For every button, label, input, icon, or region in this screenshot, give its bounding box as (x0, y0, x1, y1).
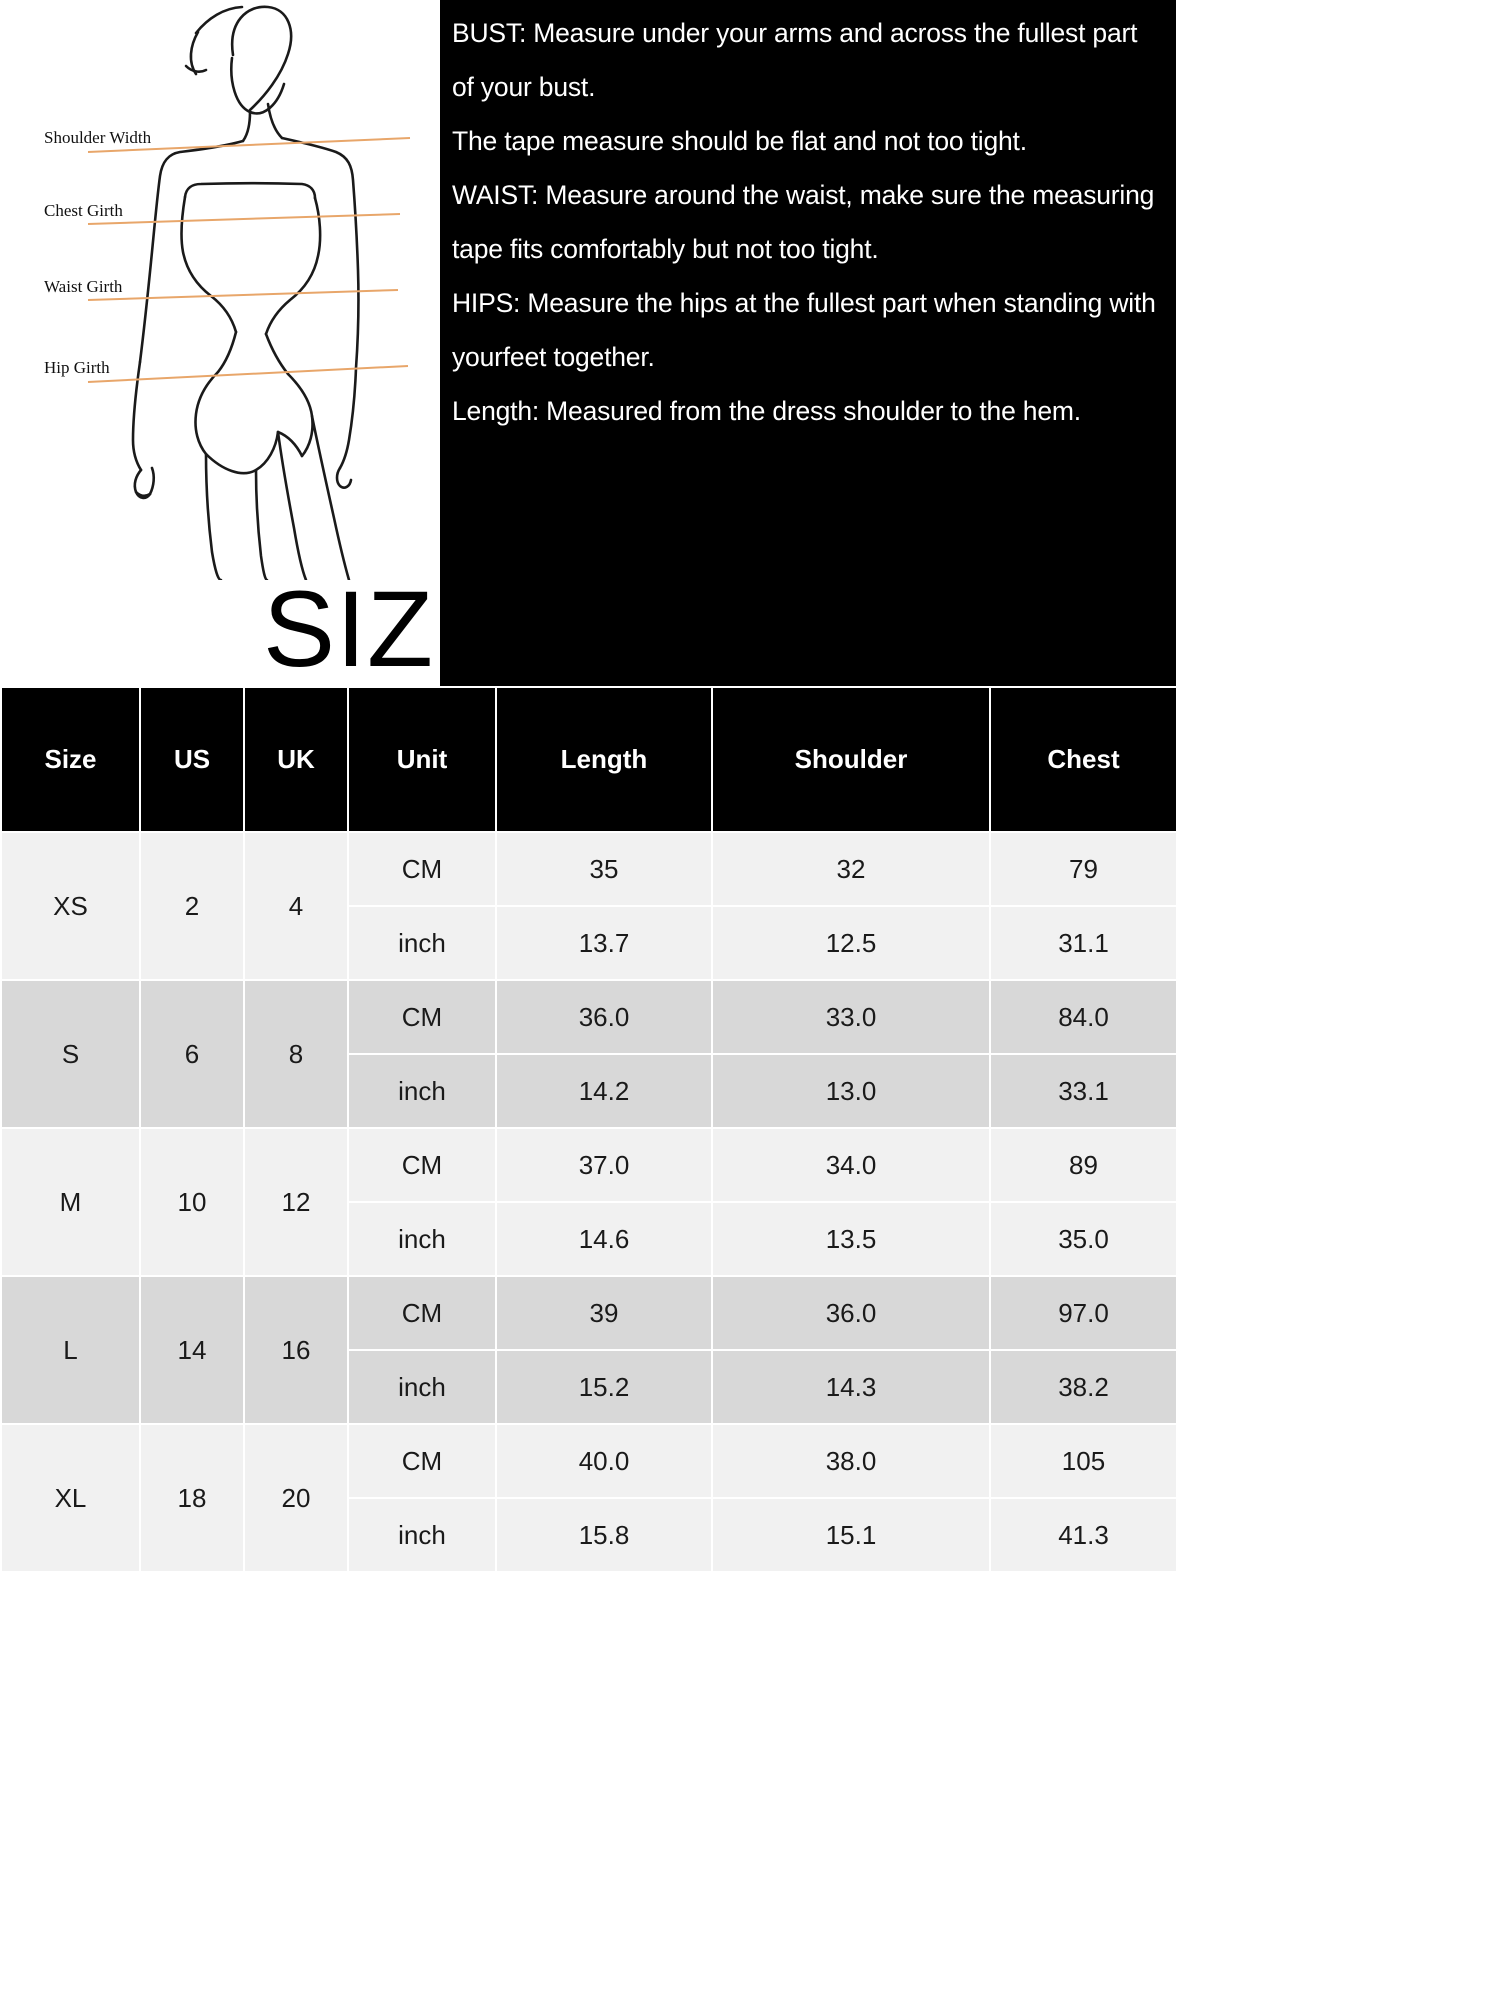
table-row: inch 15.8 15.1 41.3 (1, 1497, 1178, 1573)
uk-cell: 16 (243, 1275, 349, 1425)
table-row: M 10 12 CM 37.0 34.0 89 (0, 1127, 1178, 1277)
length-cell: 40.0 (495, 1423, 713, 1499)
shoulder-cell: 14.3 (711, 1349, 991, 1425)
instruction-waist: WAIST: Measure around the waist, make su… (452, 180, 1155, 264)
table-row: inch 15.2 14.3 38.2 (1, 1349, 1178, 1425)
chest-girth-line (87, 213, 401, 225)
col-header-uk: UK (243, 686, 349, 833)
length-cell: 15.8 (495, 1497, 713, 1573)
unit-cell: inch (347, 1201, 497, 1277)
label-shoulder-width: Shoulder Width (44, 128, 152, 147)
waist-girth-line (87, 289, 399, 301)
chest-cell: 33.1 (989, 1053, 1178, 1129)
instruction-bust: BUST: Measure under your arms and across… (452, 18, 1138, 102)
unit-cell: inch (347, 905, 497, 981)
chest-cell: 89 (989, 1127, 1178, 1203)
instruction-tape: The tape measure should be flat and not … (452, 126, 1027, 156)
size-chart-page: Shoulder Width Chest Girth Waist Girth H… (0, 0, 1178, 1573)
shoulder-cell: 32 (711, 831, 991, 907)
length-cell: 13.7 (495, 905, 713, 981)
chest-cell: 97.0 (989, 1275, 1178, 1351)
us-cell: 2 (139, 831, 245, 981)
measurement-instructions-panel: BUST: Measure under your arms and across… (440, 0, 1176, 700)
unit-cell: inch (347, 1349, 497, 1425)
table-row: inch 14.2 13.0 33.1 (1, 1053, 1178, 1129)
label-hip-girth: Hip Girth (44, 358, 110, 377)
size-cell: XS (0, 831, 141, 981)
us-cell: 18 (139, 1423, 245, 1573)
shoulder-cell: 34.0 (711, 1127, 991, 1203)
us-cell: 10 (139, 1127, 245, 1277)
length-cell: 35 (495, 831, 713, 907)
unit-cell: CM (347, 979, 497, 1055)
size-cell: XL (0, 1423, 141, 1573)
label-chest-girth: Chest Girth (44, 201, 123, 220)
size-table-wrap: Size US UK Unit Length Shoulder Chest XS… (0, 686, 1178, 1573)
col-header-size: Size (0, 686, 141, 833)
hip-girth-line (87, 365, 409, 383)
unit-cell: CM (347, 1423, 497, 1499)
shoulder-cell: 33.0 (711, 979, 991, 1055)
table-row: XL 18 20 CM 40.0 38.0 105 (0, 1423, 1178, 1573)
col-header-shoulder: Shoulder (711, 686, 991, 833)
measurement-lines (87, 137, 411, 383)
shoulder-cell: 38.0 (711, 1423, 991, 1499)
length-cell: 37.0 (495, 1127, 713, 1203)
shoulder-width-line (87, 137, 411, 153)
chest-cell: 41.3 (989, 1497, 1178, 1573)
label-waist-girth: Waist Girth (44, 277, 123, 296)
size-cell: S (0, 979, 141, 1129)
top-section: Shoulder Width Chest Girth Waist Girth H… (0, 0, 1176, 700)
chest-cell: 84.0 (989, 979, 1178, 1055)
table-header-row: Size US UK Unit Length Shoulder Chest (0, 686, 1178, 833)
table-row: inch 14.6 13.5 35.0 (1, 1201, 1178, 1277)
page-title: SIZE CHART (262, 568, 914, 689)
table-row: inch 13.7 12.5 31.1 (1, 905, 1178, 981)
col-header-length: Length (495, 686, 713, 833)
size-cell: L (0, 1275, 141, 1425)
unit-cell: CM (347, 1275, 497, 1351)
length-cell: 15.2 (495, 1349, 713, 1425)
instruction-length: Length: Measured from the dress shoulder… (452, 396, 1081, 426)
chest-cell: 38.2 (989, 1349, 1178, 1425)
uk-cell: 8 (243, 979, 349, 1129)
unit-cell: CM (347, 831, 497, 907)
uk-cell: 4 (243, 831, 349, 981)
table-body: XS 2 4 CM 35 32 79 inch 13.7 12.5 31.1 S 6 8 CM 36.0 33.… (0, 831, 1178, 1573)
length-cell: 36.0 (495, 979, 713, 1055)
chest-cell: 35.0 (989, 1201, 1178, 1277)
size-cell: M (0, 1127, 141, 1277)
size-table: Size US UK Unit Length Shoulder Chest XS… (0, 686, 1178, 1573)
instruction-hips: HIPS: Measure the hips at the fullest pa… (452, 288, 1156, 372)
table-row: L 14 16 CM 39 36.0 97.0 (0, 1275, 1178, 1425)
body-measurement-diagram: Shoulder Width Chest Girth Waist Girth H… (0, 0, 440, 580)
us-cell: 6 (139, 979, 245, 1129)
shoulder-cell: 15.1 (711, 1497, 991, 1573)
length-cell: 14.2 (495, 1053, 713, 1129)
table-row: S 6 8 CM 36.0 33.0 84.0 (0, 979, 1178, 1129)
table-row: XS 2 4 CM 35 32 79 (0, 831, 1178, 981)
col-header-unit: Unit (347, 686, 497, 833)
unit-cell: inch (347, 1053, 497, 1129)
col-header-us: US (139, 686, 245, 833)
unit-cell: CM (347, 1127, 497, 1203)
shoulder-cell: 12.5 (711, 905, 991, 981)
chest-cell: 79 (989, 831, 1178, 907)
shoulder-cell: 13.5 (711, 1201, 991, 1277)
table-head: Size US UK Unit Length Shoulder Chest (0, 686, 1178, 833)
chest-cell: 31.1 (989, 905, 1178, 981)
chest-cell: 105 (989, 1423, 1178, 1499)
title-wrap: SIZE CHART (0, 574, 1176, 688)
col-header-chest: Chest (989, 686, 1178, 833)
shoulder-cell: 36.0 (711, 1275, 991, 1351)
length-cell: 39 (495, 1275, 713, 1351)
uk-cell: 12 (243, 1127, 349, 1277)
unit-cell: inch (347, 1497, 497, 1573)
us-cell: 14 (139, 1275, 245, 1425)
length-cell: 14.6 (495, 1201, 713, 1277)
uk-cell: 20 (243, 1423, 349, 1573)
shoulder-cell: 13.0 (711, 1053, 991, 1129)
